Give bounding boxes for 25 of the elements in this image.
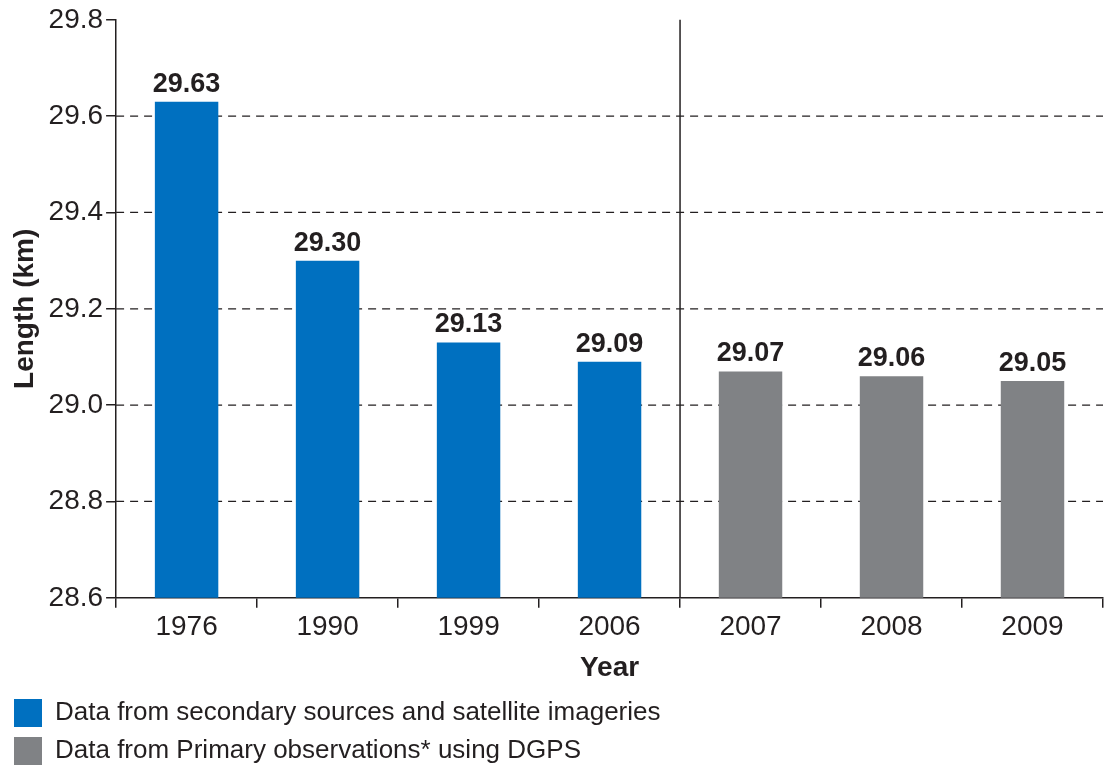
data-label: 29.30 xyxy=(293,226,362,257)
data-label: 29.07 xyxy=(716,337,785,368)
data-label: 29.09 xyxy=(575,327,644,358)
y-tick-label: 29.4 xyxy=(48,195,104,227)
y-tick-label: 28.6 xyxy=(48,580,104,612)
y-tick-label: 29.8 xyxy=(48,2,104,34)
data-label: 29.05 xyxy=(998,347,1067,377)
legend-label: Data from secondary sources and satellite imageries xyxy=(55,696,661,727)
x-tick-label: 2007 xyxy=(719,610,782,642)
y-tick-label: 29.0 xyxy=(48,387,104,419)
x-tick-label: 2008 xyxy=(860,610,923,642)
x-tick-label: 2009 xyxy=(1001,610,1064,642)
y-tick-label: 29.2 xyxy=(48,291,104,323)
x-tick-label: 2006 xyxy=(578,610,641,642)
x-tick-label: 1990 xyxy=(296,610,359,642)
data-label: 29.06 xyxy=(857,342,926,373)
data-label: 29.63 xyxy=(152,67,221,98)
x-axis-title: Year xyxy=(579,650,640,682)
y-tick-label: 28.8 xyxy=(48,484,104,516)
data-label: 29.13 xyxy=(434,308,503,339)
x-tick-label: 1976 xyxy=(155,610,218,642)
x-tick-label: 1999 xyxy=(437,610,500,642)
y-axis-title: Length (km) xyxy=(7,228,39,389)
y-tick-label: 29.6 xyxy=(48,98,104,130)
legend-label: Data from Primary observations* using DGPS xyxy=(55,734,581,765)
